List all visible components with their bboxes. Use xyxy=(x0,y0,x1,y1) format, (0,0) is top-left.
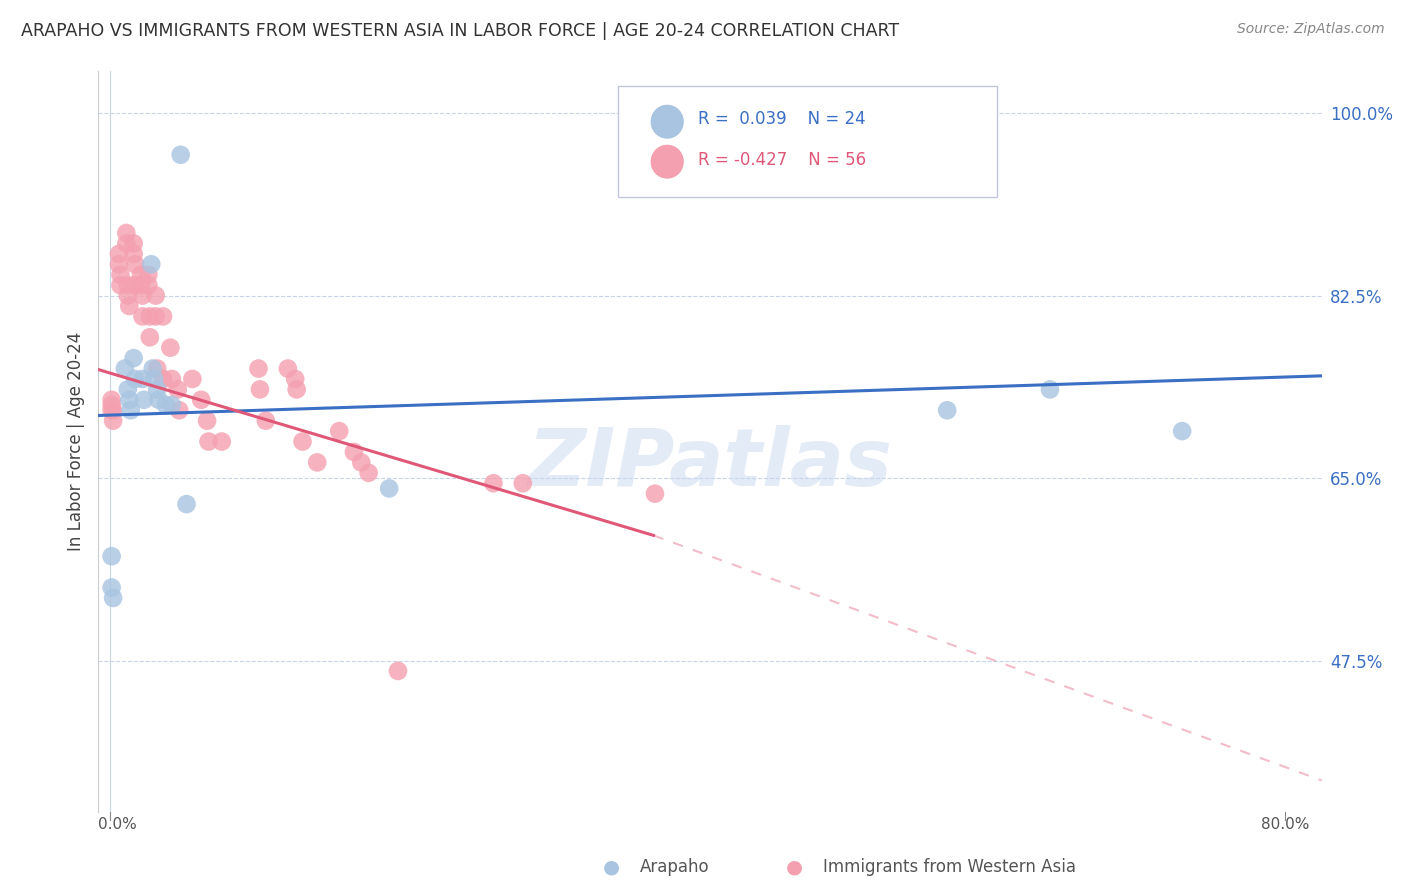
Point xyxy=(101,403,124,417)
Point xyxy=(115,226,138,240)
Point xyxy=(197,434,219,449)
Point xyxy=(115,236,138,251)
Point xyxy=(145,288,167,302)
Point xyxy=(378,482,401,496)
Point xyxy=(146,361,169,376)
Text: Immigrants from Western Asia: Immigrants from Western Asia xyxy=(823,858,1076,876)
Point xyxy=(141,257,163,271)
Point xyxy=(166,383,188,397)
Text: ●: ● xyxy=(603,857,620,877)
Point xyxy=(129,278,152,293)
Point xyxy=(247,361,270,376)
Point xyxy=(120,403,142,417)
Point xyxy=(155,398,177,412)
Point xyxy=(138,268,160,282)
Point xyxy=(249,383,271,397)
Point xyxy=(117,288,139,302)
Point xyxy=(482,476,505,491)
Ellipse shape xyxy=(651,145,683,178)
Text: 80.0%: 80.0% xyxy=(1261,817,1309,832)
Point xyxy=(122,351,145,365)
Point xyxy=(124,372,146,386)
Point xyxy=(117,278,139,293)
Point xyxy=(124,257,146,271)
Point xyxy=(100,392,122,407)
Point xyxy=(142,361,165,376)
Text: ●: ● xyxy=(786,857,803,877)
Text: 0.0%: 0.0% xyxy=(98,817,138,832)
Point xyxy=(357,466,380,480)
Point xyxy=(181,372,204,386)
Point xyxy=(148,392,170,407)
Point xyxy=(101,591,124,605)
Point xyxy=(114,361,136,376)
Point xyxy=(277,361,299,376)
Y-axis label: In Labor Force | Age 20-24: In Labor Force | Age 20-24 xyxy=(66,332,84,551)
Point xyxy=(108,257,131,271)
Point xyxy=(122,247,145,261)
Text: Arapaho: Arapaho xyxy=(640,858,710,876)
Point xyxy=(117,383,139,397)
Point xyxy=(285,383,308,397)
Point xyxy=(936,403,959,417)
Point xyxy=(101,414,124,428)
Point xyxy=(195,414,218,428)
Point xyxy=(131,372,153,386)
Point xyxy=(387,664,409,678)
Point xyxy=(139,310,162,324)
Point xyxy=(100,549,122,564)
Point xyxy=(291,434,314,449)
Point xyxy=(139,330,162,344)
Point xyxy=(512,476,534,491)
Point xyxy=(152,372,174,386)
Text: R = -0.427    N = 56: R = -0.427 N = 56 xyxy=(697,152,866,169)
Point xyxy=(160,372,183,386)
FancyBboxPatch shape xyxy=(619,87,997,197)
Point xyxy=(131,310,153,324)
Point xyxy=(328,424,350,438)
Point xyxy=(211,434,233,449)
Point xyxy=(160,398,183,412)
Point xyxy=(254,414,277,428)
Point xyxy=(132,392,155,407)
Point xyxy=(146,383,169,397)
Point xyxy=(100,403,122,417)
Point xyxy=(124,278,146,293)
Point xyxy=(190,392,212,407)
Point xyxy=(108,247,131,261)
Point xyxy=(100,398,122,412)
Point xyxy=(129,268,152,282)
Point xyxy=(159,341,181,355)
Point xyxy=(343,445,366,459)
Point xyxy=(644,486,666,500)
Point xyxy=(167,403,190,417)
Text: ARAPAHO VS IMMIGRANTS FROM WESTERN ASIA IN LABOR FORCE | AGE 20-24 CORRELATION C: ARAPAHO VS IMMIGRANTS FROM WESTERN ASIA … xyxy=(21,22,900,40)
Point xyxy=(110,278,132,293)
Point xyxy=(145,310,167,324)
Point xyxy=(118,392,141,407)
Point xyxy=(118,299,141,313)
Ellipse shape xyxy=(651,105,683,138)
Point xyxy=(122,236,145,251)
Point xyxy=(143,372,166,386)
Point xyxy=(350,455,373,469)
Point xyxy=(110,268,132,282)
Point xyxy=(284,372,307,386)
Point xyxy=(131,288,153,302)
Text: R =  0.039    N = 24: R = 0.039 N = 24 xyxy=(697,111,866,128)
Point xyxy=(100,581,122,595)
Point xyxy=(152,310,174,324)
Point xyxy=(169,148,191,162)
Point xyxy=(307,455,329,469)
Point xyxy=(1171,424,1194,438)
Point xyxy=(176,497,198,511)
Point xyxy=(138,278,160,293)
Point xyxy=(1039,383,1062,397)
Text: Source: ZipAtlas.com: Source: ZipAtlas.com xyxy=(1237,22,1385,37)
Text: ZIPatlas: ZIPatlas xyxy=(527,425,893,503)
